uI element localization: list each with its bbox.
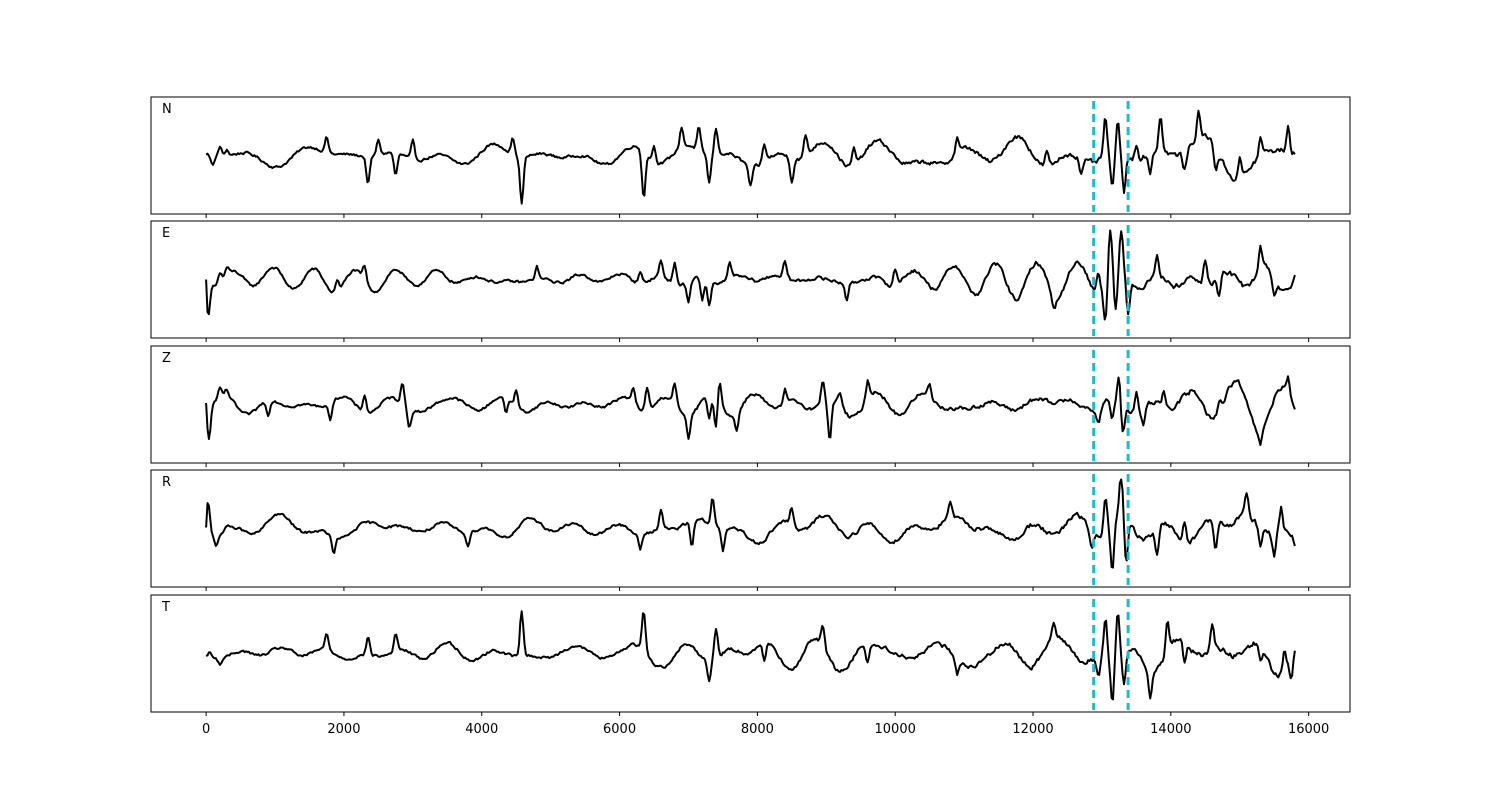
trace-z	[205, 375, 1296, 446]
x-tick-label: 12000	[1012, 722, 1053, 737]
x-tick-label: 8000	[741, 722, 774, 737]
panel-t: T	[150, 594, 1351, 716]
panel-frame	[150, 96, 1351, 215]
x-tick-label: 6000	[603, 722, 636, 737]
panel-r: R	[150, 469, 1351, 591]
panel-frame	[150, 594, 1351, 713]
panel-z: Z	[150, 345, 1351, 467]
series-label-r: R	[162, 475, 171, 490]
x-tick-label: 0	[202, 722, 210, 737]
panel-frame	[150, 220, 1351, 339]
panel-frame	[150, 345, 1351, 464]
x-tick-label: 10000	[875, 722, 916, 737]
x-tick-label: 14000	[1150, 722, 1191, 737]
x-tick-label: 4000	[465, 722, 498, 737]
trace-t	[205, 610, 1296, 701]
trace-e	[205, 229, 1296, 321]
panel-e: E	[150, 220, 1351, 342]
panel-n: N	[150, 96, 1351, 218]
x-tick-label: 16000	[1288, 722, 1329, 737]
series-label-e: E	[162, 226, 170, 241]
trace-r	[205, 478, 1296, 569]
series-label-t: T	[161, 600, 170, 615]
panel-frame	[150, 469, 1351, 588]
x-tick-label: 2000	[327, 722, 360, 737]
series-label-n: N	[162, 102, 172, 117]
series-label-z: Z	[162, 351, 171, 366]
trace-n	[205, 109, 1296, 205]
